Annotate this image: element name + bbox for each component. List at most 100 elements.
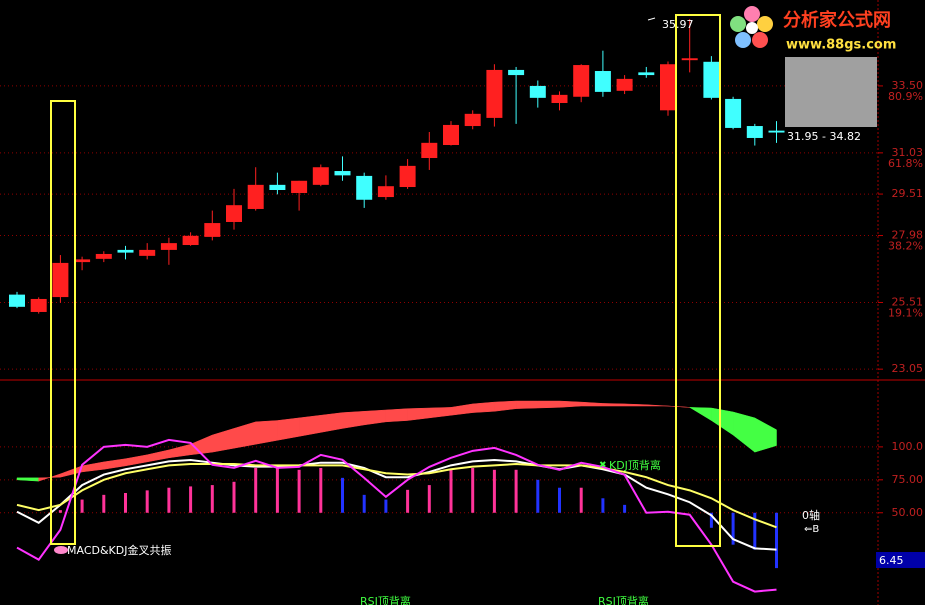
bar [775, 512, 778, 569]
candle-body [334, 171, 351, 176]
fib-tick-label: 80.9% [888, 90, 923, 103]
logo-url: www.88gs.com [786, 38, 896, 53]
y-tick-label: 33.50 [892, 79, 924, 92]
candle-body [312, 167, 329, 185]
bar [449, 469, 453, 513]
y-tick-label: 75.00 [892, 473, 924, 486]
fib-tick-label: 38.2% [888, 240, 923, 253]
candle-body [681, 58, 698, 61]
candle-body [226, 205, 242, 222]
candle-body [52, 262, 69, 298]
candle-body [9, 294, 25, 307]
bar [102, 494, 106, 513]
candle-body [74, 259, 91, 263]
band-segment [255, 420, 278, 445]
logo-name: 分析家公式网 [783, 9, 891, 31]
bar [579, 487, 583, 513]
bar [275, 467, 279, 513]
band-segment [385, 408, 408, 423]
bar [427, 485, 431, 513]
candle-body [377, 186, 394, 198]
bar [80, 499, 84, 513]
candle-body [95, 253, 112, 259]
candle-body [269, 184, 286, 190]
candle-body [768, 130, 785, 133]
candle-body [616, 78, 633, 91]
candle-body [703, 61, 720, 98]
fib-tick-label: 19.1% [888, 306, 923, 319]
info-box [785, 57, 877, 127]
marker [647, 17, 656, 21]
highlight-box [675, 14, 721, 547]
y-tick-label: 29.51 [892, 187, 924, 200]
bar [297, 469, 301, 513]
candle-body [529, 85, 546, 98]
signal-cross: MACD&KDJ金叉共振 [67, 543, 171, 557]
fib-tick-label: 61.8% [888, 157, 923, 170]
bar [623, 504, 627, 513]
zero-axis-icon: ⇐B [804, 524, 819, 535]
bar [514, 469, 518, 513]
y-tick-label: 23.05 [892, 362, 924, 375]
candle-body [247, 184, 264, 209]
bar [145, 490, 149, 513]
band-segment [277, 417, 300, 441]
value-box-label: 6.45 [879, 554, 904, 567]
signal-rsi: RSI顶背离 [598, 594, 649, 605]
candle-body [660, 64, 676, 111]
bar [536, 479, 540, 513]
bar [319, 467, 323, 513]
bar [731, 512, 735, 545]
candle-body [30, 298, 47, 312]
bar [341, 477, 344, 513]
candle-body [204, 223, 221, 237]
band-segment [754, 417, 777, 453]
band-segment [515, 400, 539, 409]
band-segment [472, 401, 495, 413]
candle-body [160, 243, 177, 250]
bar [167, 487, 171, 513]
bar [232, 481, 236, 513]
logo-icon [730, 6, 773, 48]
bar [558, 487, 561, 513]
bar [254, 467, 258, 513]
bar [58, 510, 62, 513]
candle-body [486, 69, 503, 118]
line [16, 459, 777, 551]
candle-body [594, 71, 611, 92]
candle-body [746, 126, 763, 138]
bar [406, 489, 410, 513]
bar [492, 469, 496, 513]
bar [384, 499, 388, 513]
bar [601, 498, 605, 513]
bar [709, 512, 713, 528]
band-segment [298, 414, 322, 437]
back-layer: 33.50 31.03 29.51 27.98 25.51 23.05 80.9% 61.8%… [0, 79, 923, 519]
candle-body [421, 142, 438, 159]
signal-rsi: RSI顶背离 [360, 594, 411, 605]
candle-body [443, 124, 459, 146]
candle-body [508, 69, 525, 76]
band-segment [537, 400, 560, 409]
y-tick-label: 27.98 [892, 229, 924, 242]
candle-body [291, 180, 308, 193]
y-tick-label: 100.0 [892, 440, 924, 453]
main-layer [9, 18, 785, 593]
line [16, 438, 777, 593]
y-tick-label: 50.00 [892, 506, 924, 519]
bar [362, 494, 366, 513]
candle-body [573, 65, 590, 97]
candle-body [725, 98, 742, 128]
line [16, 463, 777, 529]
candle-body [117, 249, 134, 253]
candle-body [551, 94, 568, 103]
y-tick-label: 25.51 [892, 295, 924, 308]
signal-icon [54, 546, 68, 554]
value-box [876, 552, 925, 568]
candle-body [356, 175, 373, 200]
candle-body [399, 165, 416, 188]
y-tick-label: 31.03 [892, 146, 924, 159]
high-label: 35.97 [662, 18, 694, 31]
candle-body [464, 113, 481, 127]
